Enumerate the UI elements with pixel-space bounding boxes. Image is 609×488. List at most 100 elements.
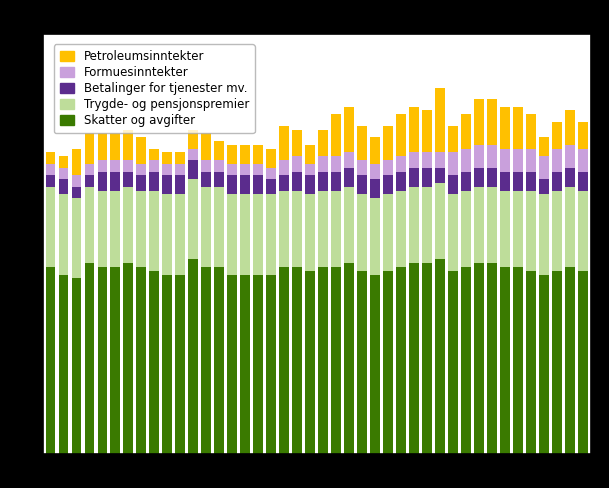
- Bar: [487, 145, 497, 168]
- Bar: [448, 126, 458, 152]
- Bar: [46, 175, 55, 187]
- Bar: [175, 175, 185, 194]
- Bar: [409, 263, 419, 454]
- Bar: [448, 194, 458, 271]
- Bar: [227, 164, 237, 175]
- Bar: [370, 275, 380, 454]
- Bar: [461, 191, 471, 267]
- Bar: [331, 114, 341, 156]
- Bar: [149, 160, 159, 171]
- Bar: [526, 149, 536, 171]
- Bar: [396, 191, 406, 267]
- Bar: [163, 275, 172, 454]
- Bar: [175, 164, 185, 175]
- Bar: [214, 160, 224, 171]
- Bar: [214, 267, 224, 454]
- Bar: [357, 175, 367, 194]
- Bar: [383, 160, 393, 175]
- Bar: [85, 187, 94, 263]
- Bar: [474, 145, 484, 168]
- Bar: [149, 271, 159, 454]
- Bar: [241, 145, 250, 164]
- Bar: [253, 175, 263, 194]
- Bar: [46, 267, 55, 454]
- Bar: [357, 160, 367, 175]
- Bar: [253, 194, 263, 275]
- Bar: [409, 168, 419, 187]
- Bar: [188, 259, 198, 454]
- Bar: [266, 149, 276, 168]
- Bar: [513, 191, 523, 267]
- Bar: [539, 275, 549, 454]
- Bar: [357, 194, 367, 271]
- Bar: [241, 275, 250, 454]
- Bar: [46, 187, 55, 267]
- Bar: [565, 168, 575, 187]
- Bar: [319, 156, 328, 171]
- Bar: [124, 171, 133, 187]
- Bar: [526, 114, 536, 149]
- Bar: [214, 141, 224, 160]
- Bar: [110, 160, 120, 171]
- Bar: [58, 156, 68, 168]
- Bar: [370, 137, 380, 164]
- Bar: [241, 175, 250, 194]
- Bar: [97, 160, 107, 171]
- Bar: [292, 267, 302, 454]
- Bar: [383, 271, 393, 454]
- Bar: [266, 275, 276, 454]
- Bar: [71, 198, 81, 278]
- Bar: [202, 171, 211, 187]
- Bar: [435, 87, 445, 152]
- Bar: [331, 171, 341, 191]
- Bar: [305, 164, 315, 175]
- Bar: [175, 152, 185, 164]
- Bar: [136, 164, 146, 175]
- Bar: [241, 164, 250, 175]
- Bar: [85, 133, 94, 164]
- Bar: [58, 168, 68, 179]
- Bar: [227, 194, 237, 275]
- Bar: [241, 194, 250, 275]
- Bar: [552, 271, 562, 454]
- Bar: [487, 168, 497, 187]
- Bar: [552, 122, 562, 149]
- Bar: [253, 145, 263, 164]
- Bar: [344, 168, 354, 187]
- Bar: [214, 187, 224, 267]
- Bar: [461, 114, 471, 149]
- Bar: [500, 171, 510, 191]
- Bar: [85, 175, 94, 187]
- Bar: [214, 171, 224, 187]
- Bar: [188, 149, 198, 160]
- Bar: [319, 267, 328, 454]
- Bar: [513, 267, 523, 454]
- Bar: [188, 179, 198, 259]
- Bar: [202, 160, 211, 171]
- Bar: [292, 171, 302, 191]
- Bar: [565, 110, 575, 145]
- Bar: [370, 179, 380, 198]
- Bar: [319, 191, 328, 267]
- Bar: [331, 156, 341, 171]
- Bar: [422, 152, 432, 168]
- Bar: [461, 149, 471, 171]
- Bar: [163, 175, 172, 194]
- Bar: [409, 152, 419, 168]
- Bar: [500, 107, 510, 149]
- Bar: [202, 133, 211, 160]
- Bar: [149, 149, 159, 160]
- Bar: [487, 263, 497, 454]
- Bar: [71, 149, 81, 175]
- Bar: [46, 164, 55, 175]
- Bar: [319, 129, 328, 156]
- Bar: [163, 152, 172, 164]
- Bar: [175, 194, 185, 275]
- Bar: [71, 278, 81, 454]
- Legend: Petroleumsinntekter, Formuesinntekter, Betalinger for tjenester mv., Trygde- og : Petroleumsinntekter, Formuesinntekter, B…: [54, 44, 255, 133]
- Bar: [71, 187, 81, 198]
- Bar: [163, 194, 172, 275]
- Bar: [474, 99, 484, 145]
- Bar: [435, 168, 445, 183]
- Bar: [552, 149, 562, 171]
